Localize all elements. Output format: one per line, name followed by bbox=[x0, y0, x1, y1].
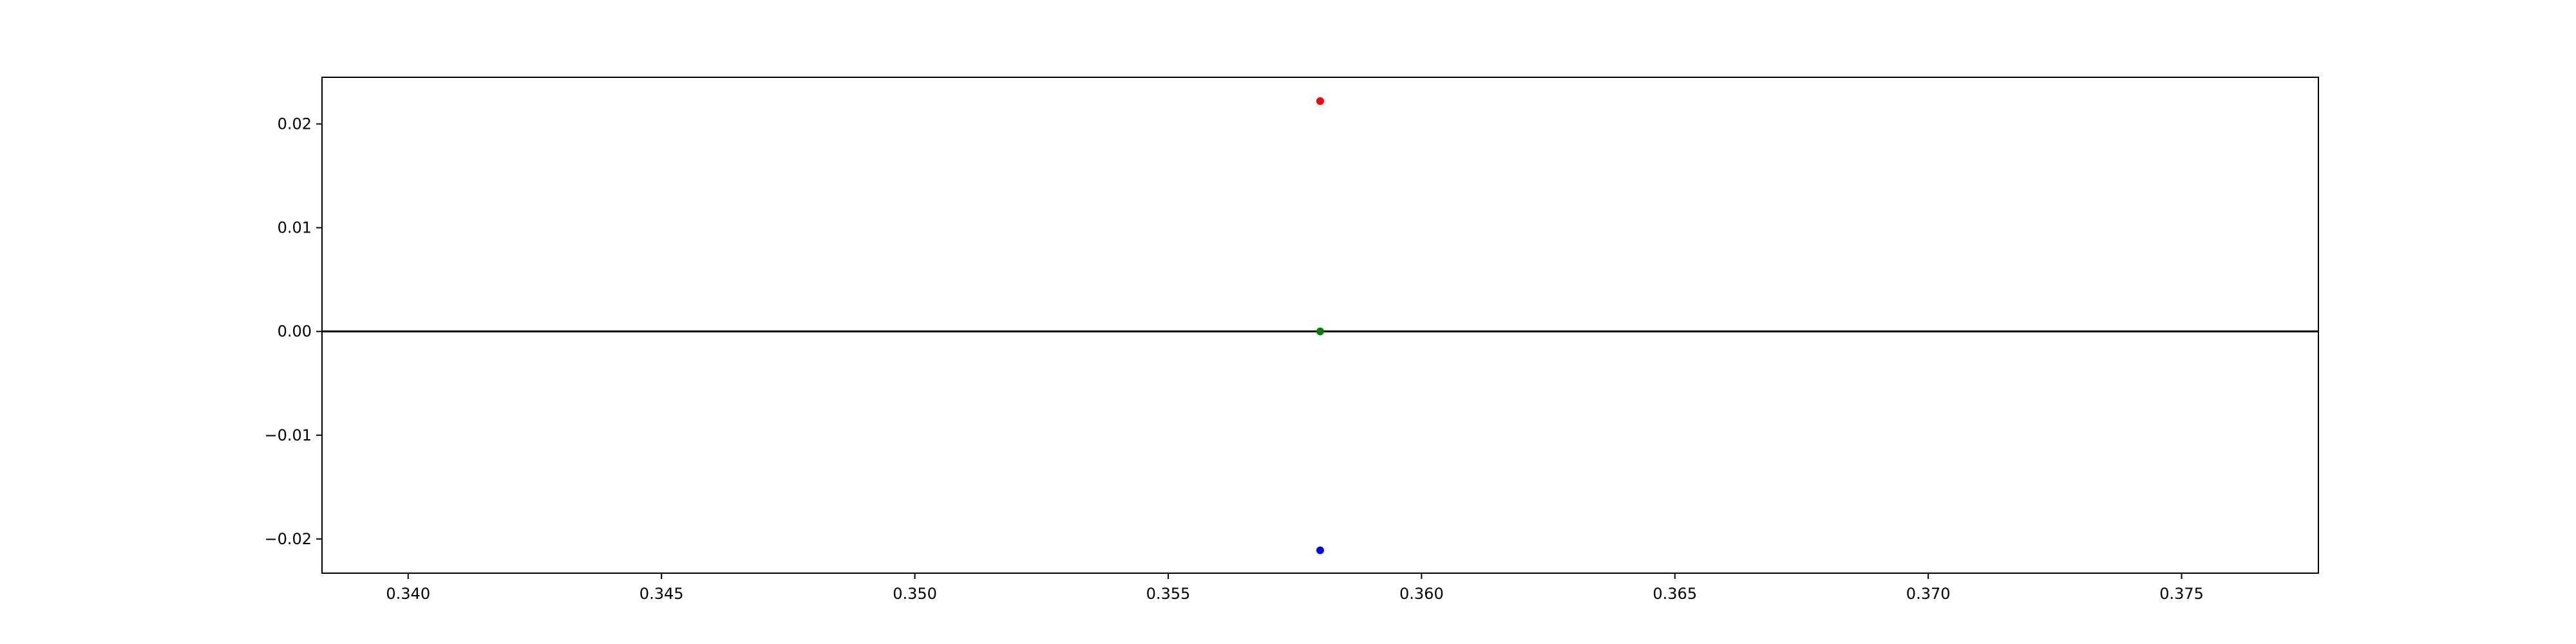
tick-layer: 0.340 0.345 0.350 0.355 0.360 0.365 0.370 0.375… bbox=[264, 115, 2203, 603]
x-tick-label: 0.360 bbox=[1399, 585, 1444, 603]
x-tick-label: 0.355 bbox=[1146, 585, 1191, 603]
data-point-1 bbox=[1316, 97, 1324, 106]
y-tick-label: 0.00 bbox=[278, 323, 312, 341]
x-tick-label: 0.340 bbox=[386, 585, 430, 603]
data-point-3 bbox=[1316, 546, 1324, 554]
y-tick-label: −0.02 bbox=[264, 530, 312, 548]
x-tick-label: 0.375 bbox=[2159, 585, 2204, 603]
x-tick-label: 0.365 bbox=[1653, 585, 1697, 603]
y-tick-label: 0.01 bbox=[278, 219, 312, 237]
x-tick-label: 0.350 bbox=[893, 585, 937, 603]
y-tick-label: 0.02 bbox=[278, 115, 312, 133]
y-tick-label: −0.01 bbox=[264, 426, 312, 444]
plot-frame bbox=[321, 77, 2319, 574]
point-layer bbox=[1316, 97, 1324, 554]
x-tick-label: 0.345 bbox=[639, 585, 684, 603]
x-tick-label: 0.370 bbox=[1906, 585, 1951, 603]
data-point-2 bbox=[1316, 327, 1324, 336]
